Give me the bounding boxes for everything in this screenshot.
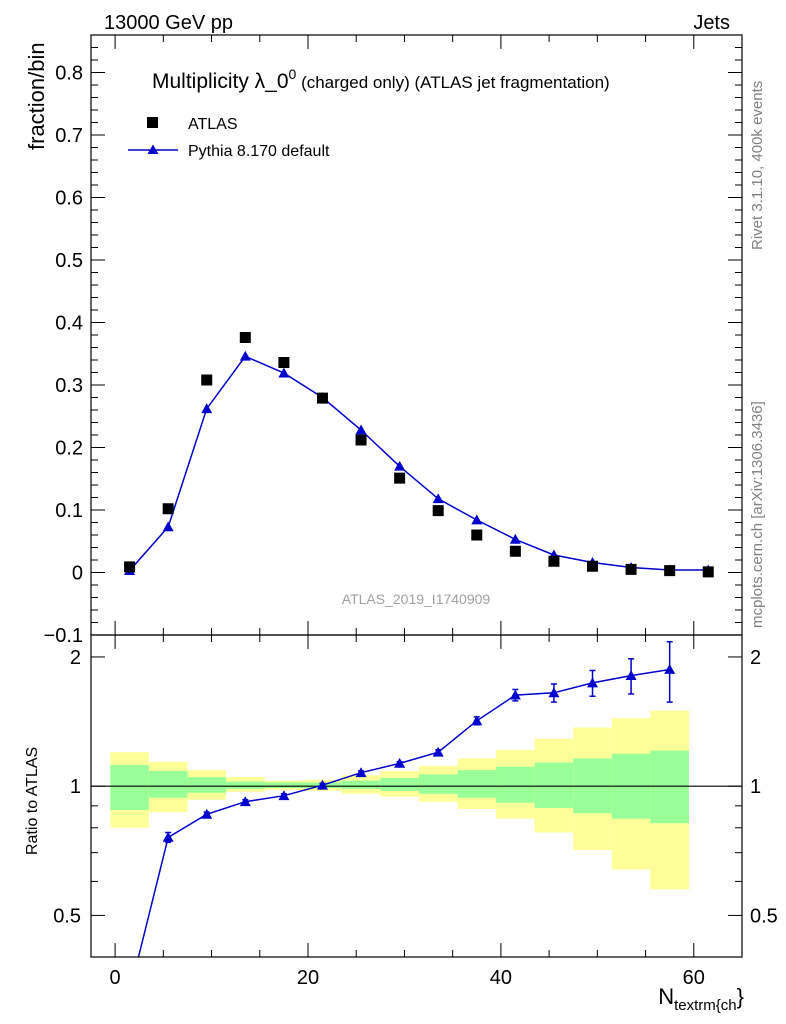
ratio-point — [509, 689, 521, 700]
inner-uncertainty-band — [380, 777, 419, 791]
inner-uncertainty-band — [534, 762, 574, 808]
plot-title: Multiplicity λ_00 (charged only) (ATLAS … — [152, 66, 610, 93]
ratio-point — [239, 796, 251, 807]
inner-uncertainty-band — [110, 765, 149, 811]
ratio-point — [201, 808, 213, 819]
plot-title-rest: (charged only) (ATLAS jet fragmentation) — [296, 73, 609, 92]
process-label: Jets — [693, 12, 730, 34]
ratio-point — [355, 767, 367, 778]
y-tick-label: 0.8 — [55, 63, 83, 85]
inner-uncertainty-band — [457, 770, 497, 798]
plot-title-superscript: 0 — [289, 66, 297, 82]
pythia-point — [394, 460, 406, 471]
x-axis-title-close: } — [737, 984, 744, 1009]
inner-uncertainty-band — [226, 781, 265, 789]
atlas-point — [355, 434, 367, 446]
x-axis-title-subscript: textrm{ch — [674, 997, 737, 1014]
y-axis-title: fraction/bin — [24, 42, 49, 150]
y-tick-label: 0.7 — [55, 125, 83, 147]
x-tick-label: 40 — [490, 967, 512, 989]
inner-uncertainty-band — [650, 750, 689, 824]
ratio-y-tick-label: 0.5 — [53, 905, 81, 927]
ratio-point — [162, 831, 174, 842]
x-tick-label: 20 — [297, 967, 319, 989]
atlas-point — [316, 392, 328, 404]
pythia-point — [278, 367, 290, 378]
x-tick-label: 0 — [110, 967, 121, 989]
pythia-point — [239, 350, 251, 361]
ratio-plot-frame — [90, 634, 743, 958]
atlas-point — [702, 566, 714, 578]
ratio-point — [394, 757, 406, 768]
y-tick-label: 0.2 — [55, 438, 83, 460]
ratio-plot-area — [91, 640, 742, 958]
x-axis-title: Ntextrm{ch} — [658, 984, 744, 1014]
y-tick-label: 0.6 — [55, 188, 83, 210]
pythia-point — [471, 514, 483, 525]
atlas-point — [625, 563, 637, 575]
ratio-point — [548, 687, 560, 698]
atlas-point — [432, 505, 444, 517]
y-tick-label: 0.3 — [55, 375, 83, 397]
ratio-axis-ticks: 0 20 40 60 0.5 0.5 1 1 2 2 — [53, 635, 778, 989]
y-tick-label: −0.1 — [44, 625, 83, 647]
ratio-y-tick-label: 1 — [70, 776, 81, 798]
pythia-point — [432, 493, 444, 504]
inner-uncertainty-band — [418, 774, 458, 794]
atlas-point — [548, 555, 560, 567]
ratio-point — [432, 746, 444, 757]
plot-title-main: Multiplicity λ_0 — [152, 70, 289, 93]
x-axis-title-main: N — [658, 984, 674, 1009]
main-axis-ticks: −0.1 0 0.1 0.2 0.3 0.4 0.5 0.6 0.7 0.8 — [44, 35, 742, 647]
y-tick-label: 0.5 — [55, 250, 83, 272]
energy-label: 13000 GeV pp — [104, 12, 233, 34]
legend-pythia-marker — [147, 144, 159, 154]
pythia-point — [201, 403, 213, 414]
ratio-y-tick-label-right: 0.5 — [750, 905, 778, 927]
atlas-point — [239, 332, 251, 343]
legend: ATLAS Pythia 8.170 default — [128, 116, 330, 160]
pythia-series-line — [129, 355, 709, 572]
atlas-point — [162, 503, 174, 515]
atlas-point — [278, 357, 290, 368]
mcplots-label: mcplots.cern.ch [arXiv:1306.3436] — [749, 401, 766, 628]
inner-uncertainty-band — [148, 770, 188, 798]
atlas-point — [124, 561, 136, 573]
rivet-label: Rivet 3.1.10, 400k events — [749, 81, 766, 250]
atlas-point — [201, 374, 213, 386]
inner-uncertainty-band — [496, 766, 535, 803]
y-tick-label: 0.1 — [55, 500, 83, 522]
ratio-point — [278, 790, 290, 801]
legend-atlas-label: ATLAS — [188, 116, 238, 133]
atlas-point — [587, 560, 599, 572]
pythia-point — [509, 533, 521, 544]
ratio-point — [664, 663, 676, 674]
main-plot-area — [124, 332, 714, 578]
x-tick-label: 60 — [683, 967, 705, 989]
ratio-y-tick-label: 2 — [70, 647, 81, 669]
ratio-point — [471, 715, 483, 726]
ratio-point — [316, 779, 328, 790]
legend-atlas-marker — [147, 117, 158, 128]
ratio-y-axis-title: Ratio to ATLAS — [24, 747, 41, 855]
atlas-point — [471, 529, 483, 541]
atlas-point — [664, 565, 676, 577]
legend-pythia-label: Pythia 8.170 default — [188, 143, 330, 160]
inner-uncertainty-band — [341, 780, 381, 789]
inner-uncertainty-band — [187, 777, 227, 793]
atlas-point — [394, 472, 406, 484]
analysis-id-label: ATLAS_2019_I1740909 — [342, 591, 491, 607]
ratio-point — [587, 677, 599, 688]
ratio-y-tick-label-right: 2 — [750, 647, 761, 669]
pythia-point — [355, 424, 367, 435]
inner-uncertainty-band — [264, 782, 304, 789]
ratio-y-tick-label-right: 1 — [750, 776, 761, 798]
ratio-point — [625, 670, 637, 680]
y-tick-label: 0.4 — [55, 313, 83, 335]
pythia-point — [162, 521, 174, 532]
atlas-point — [509, 545, 521, 557]
y-tick-label: 0 — [72, 563, 83, 585]
